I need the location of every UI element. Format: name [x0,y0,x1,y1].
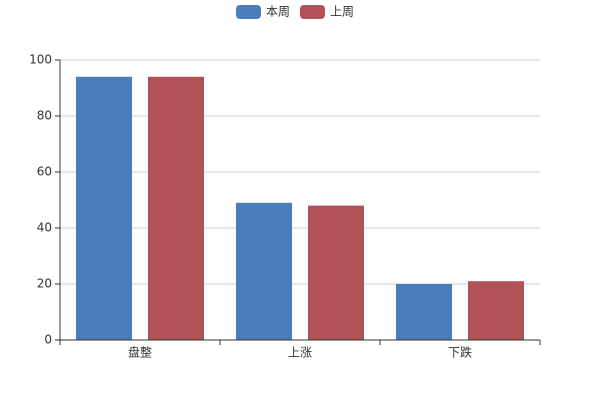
legend-label[interactable]: 本周 [266,5,290,19]
bar[interactable] [76,76,132,341]
bar[interactable] [308,205,364,340]
x-tick-label: 下跌 [448,345,472,360]
y-tick-label: 40 [37,221,52,235]
x-tick-label: 上涨 [288,345,312,360]
y-tick-label: 60 [37,165,52,179]
y-tick-label: 80 [37,109,52,123]
legend-swatch[interactable] [300,5,325,19]
legend-label[interactable]: 上周 [330,5,354,19]
legend-swatch[interactable] [236,5,261,19]
y-tick-label: 20 [37,277,52,291]
y-tick-label: 0 [44,333,52,347]
bar[interactable] [236,202,292,340]
bar[interactable] [468,281,524,340]
bar[interactable] [396,284,452,340]
bar[interactable] [148,76,204,341]
x-tick-label: 盘整 [128,345,152,360]
y-tick-label: 100 [29,53,52,67]
